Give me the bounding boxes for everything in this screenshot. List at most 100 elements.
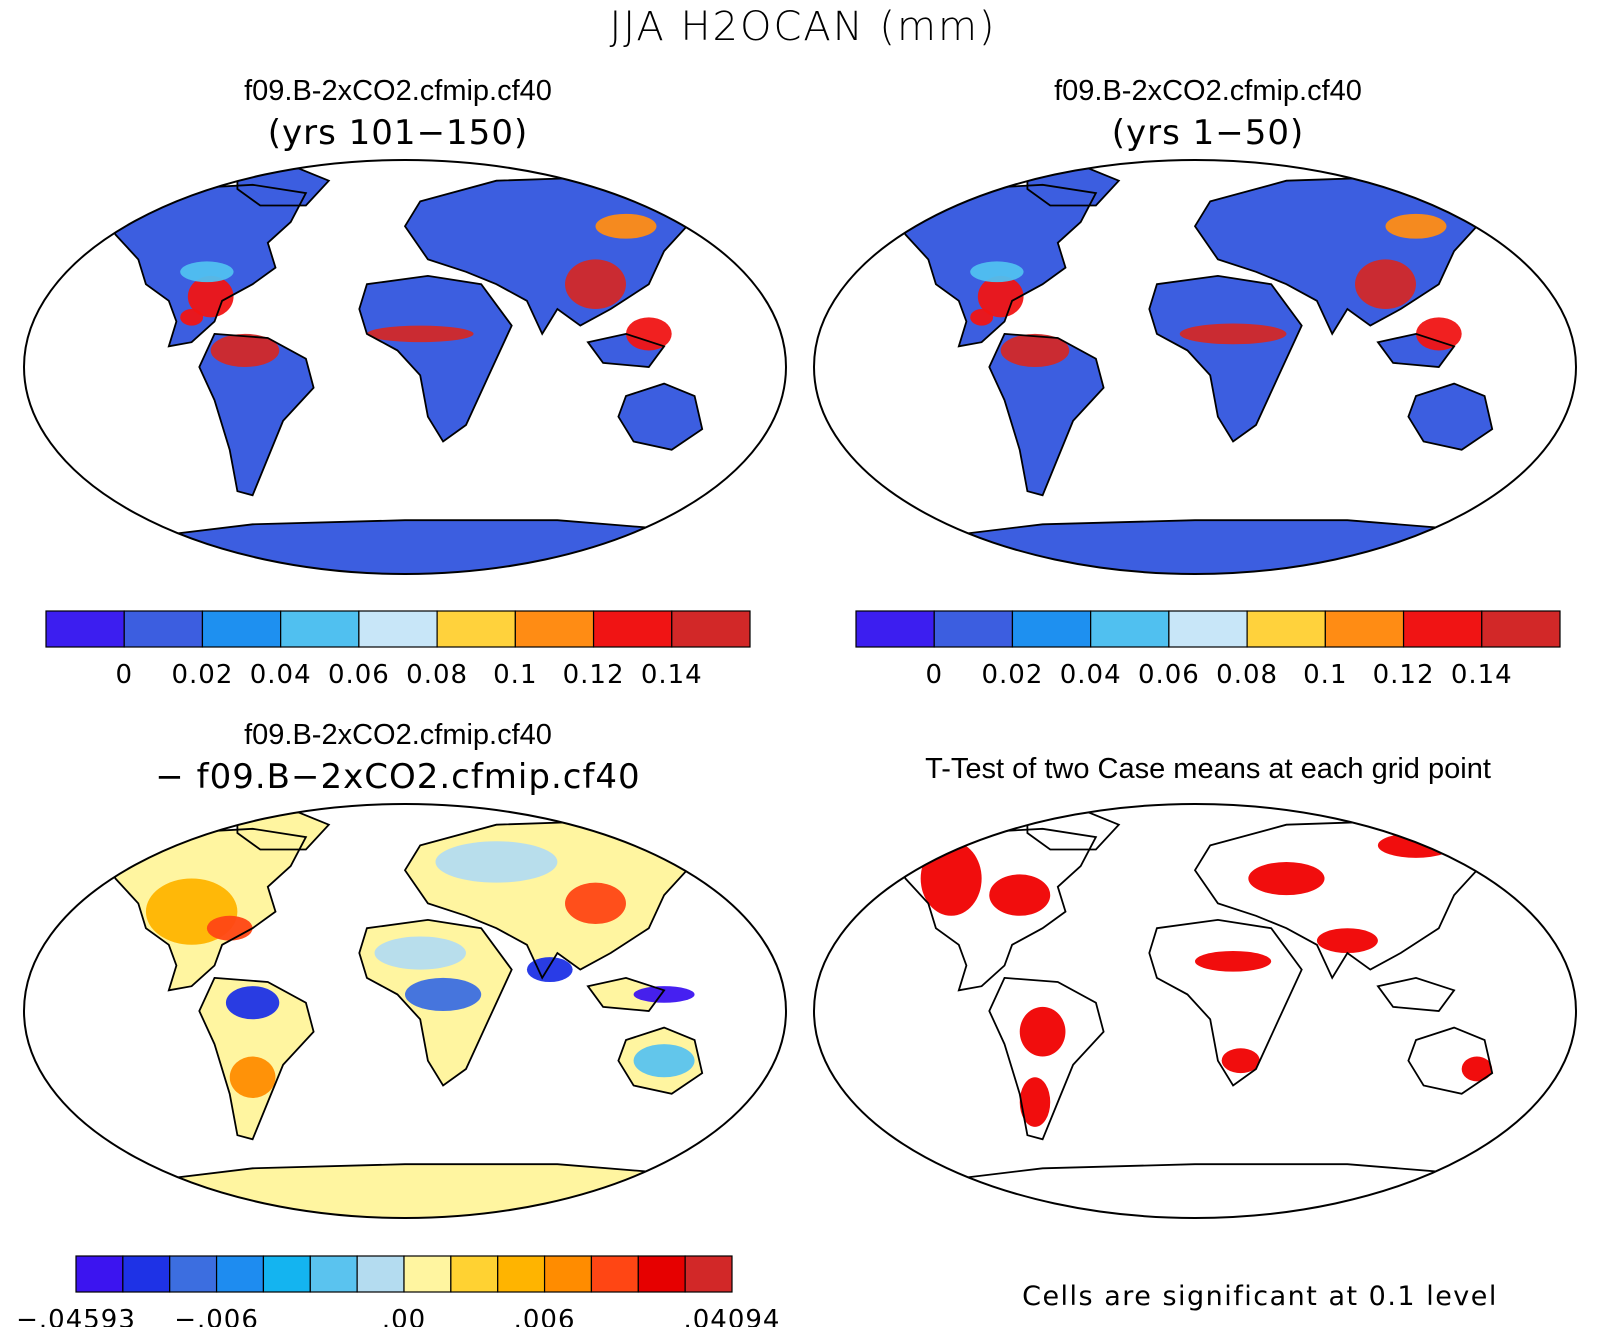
field-patch — [565, 259, 626, 310]
colorbar-swatch — [201, 610, 282, 648]
field-patch — [565, 882, 626, 925]
colorbar-tick-label: 0.06 — [1138, 660, 1200, 690]
panel-tr-title: f09.B-2xCO2.cfmip.cf40 — [1054, 75, 1362, 107]
coastline-maritime-asia — [1376, 976, 1456, 1012]
coastline-south-america — [198, 976, 315, 1141]
coastline-maritime-asia — [586, 332, 666, 368]
field-patch — [1221, 1048, 1260, 1074]
land-eurasia — [1195, 820, 1485, 978]
map-panel-top-right — [841, 167, 1548, 574]
colorbar-tick-label: 0.14 — [1451, 660, 1513, 690]
colorbar-swatch — [123, 610, 204, 648]
colorbar-swatch — [122, 1255, 171, 1293]
colorbar-swatch — [855, 610, 935, 648]
colorbar-swatch — [280, 610, 360, 648]
field-patch — [187, 275, 234, 318]
field-patch — [633, 1044, 695, 1078]
field-patch — [180, 261, 234, 283]
coastline-north-america — [106, 183, 308, 348]
field-patch — [595, 213, 657, 239]
land-greenland — [237, 168, 329, 206]
colorbar-swatch — [403, 1255, 452, 1293]
land-south-america — [989, 333, 1104, 496]
colorbar-tick-label: .006 — [514, 1305, 576, 1327]
colorbar-tick-label: 0 — [925, 660, 943, 690]
colorbar-swatch — [590, 1255, 639, 1293]
field-patch — [435, 841, 558, 883]
field-patch — [180, 309, 204, 326]
colorbar-swatch — [543, 1255, 593, 1293]
field-patch — [1415, 317, 1462, 351]
land-greenland — [1027, 168, 1119, 206]
land-antarctica — [54, 520, 756, 574]
coastline-africa — [358, 918, 513, 1087]
panel-tl-title: f09.B-2xCO2.cfmip.cf40 — [244, 75, 552, 107]
colorbar-tick-label: 0.04 — [250, 660, 312, 690]
coastline-australia — [617, 1026, 704, 1095]
colorbar-tick-label: 0.1 — [493, 660, 537, 690]
map-panel-top-left — [51, 167, 758, 574]
colorbar-top-right: 0 0.02 0.04 0.06 0.08 0.1 0.12 0.14 — [855, 610, 1561, 690]
land-maritime-asia — [1377, 977, 1455, 1011]
field-patch — [206, 915, 253, 941]
field-patch — [970, 261, 1024, 283]
coastline-north-america — [896, 183, 1098, 348]
field-patch — [1316, 928, 1378, 954]
colorbar-swatch — [169, 1255, 218, 1293]
colorbar-swatch — [309, 1255, 358, 1293]
colorbar-tick-label: 0 — [115, 660, 133, 690]
colorbar-swatch — [215, 1255, 265, 1293]
map-panel-bottom-right — [841, 811, 1548, 1218]
land-australia — [618, 383, 703, 450]
colorbar-tick-label: 0.12 — [1373, 660, 1435, 690]
colorbar-swatch — [450, 1255, 499, 1293]
colorbar-tick-label: 0.08 — [1216, 660, 1278, 690]
colorbar-swatch — [637, 1255, 686, 1293]
land-antarctica — [844, 520, 1546, 574]
coastline-north-america — [106, 827, 308, 992]
coastline-antarctica — [51, 1163, 758, 1218]
field-patch — [1385, 213, 1447, 239]
colorbar-swatch — [1246, 610, 1326, 648]
colorbar-swatch — [75, 1255, 124, 1293]
coastline-antarctica — [841, 1163, 1548, 1218]
field-patch — [1461, 1056, 1493, 1082]
field-overlay — [145, 841, 695, 1098]
coastline-north-america — [896, 827, 1098, 992]
colorbar-swatch — [671, 610, 751, 648]
colorbar-swatch — [933, 610, 1014, 648]
colorbar-swatch — [1168, 610, 1248, 648]
colorbar-tick-label: 0.08 — [406, 660, 468, 690]
coastline-africa — [1148, 274, 1303, 443]
field-patch — [625, 317, 672, 351]
field-patch — [526, 957, 573, 983]
coastline-maritime-asia — [586, 976, 666, 1012]
colorbar-tick-label: 0.12 — [563, 660, 625, 690]
coastline-antarctica — [51, 519, 758, 574]
colorbar-swatch — [514, 610, 595, 648]
field-patch — [374, 936, 466, 970]
field-patch — [1000, 333, 1070, 367]
field-patch — [1195, 950, 1272, 972]
panel-tl-subtitle: (yrs 101−150) — [268, 113, 528, 153]
coastline-south-america — [198, 332, 315, 497]
colorbar-tick-label: 0.1 — [1303, 660, 1347, 690]
field-patch — [1355, 259, 1416, 310]
colorbar-swatch — [358, 610, 438, 648]
panel-bl-subtitle: − f09.B−2xCO2.cfmip.cf40 — [155, 757, 640, 797]
colorbar-tick-label: .04094 — [684, 1305, 781, 1327]
significance-note: Cells are significant at 0.1 level — [1022, 1281, 1498, 1312]
land-north-america — [897, 828, 1096, 991]
colorbar-swatch — [45, 610, 125, 648]
panel-bl-title: f09.B-2xCO2.cfmip.cf40 — [244, 719, 552, 751]
panel-br-title: T-Test of two Case means at each grid po… — [925, 753, 1491, 785]
coastline-south-america — [988, 332, 1105, 497]
field-overlay — [180, 213, 672, 367]
colorbar-swatch — [356, 1255, 405, 1293]
coastline-australia — [1407, 382, 1494, 451]
colorbar-tick-label: 0.02 — [981, 660, 1043, 690]
land-australia — [1408, 383, 1493, 450]
land-africa — [1149, 275, 1302, 442]
